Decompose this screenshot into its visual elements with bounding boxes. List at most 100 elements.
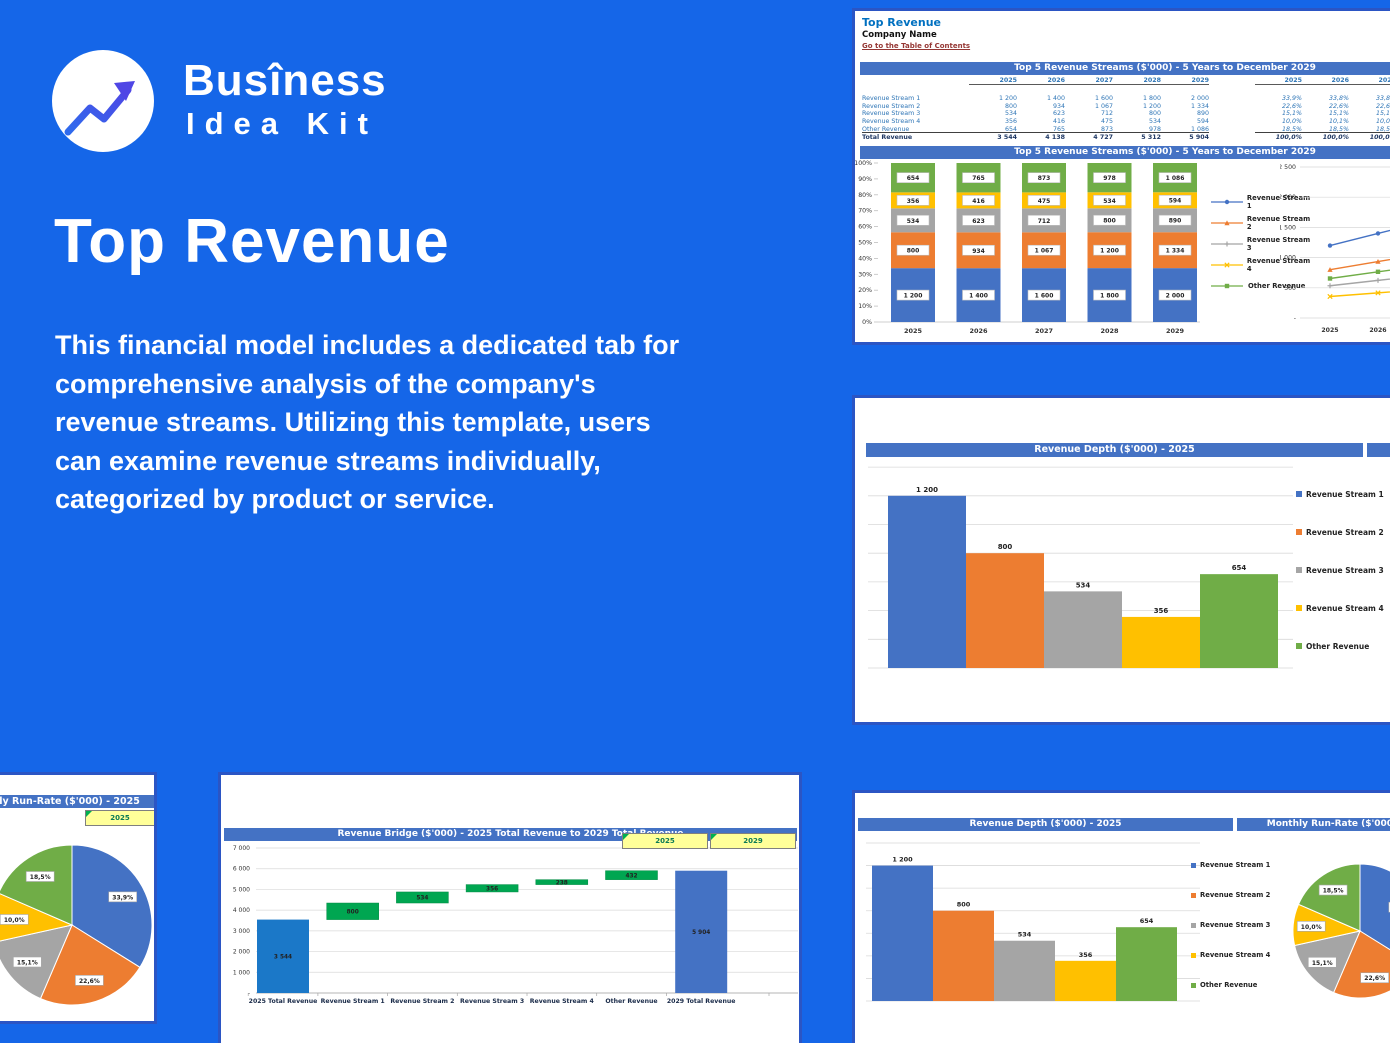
- svg-text:534: 534: [1103, 198, 1116, 205]
- svg-text:3 544: 3 544: [274, 954, 292, 960]
- svg-text:800: 800: [957, 901, 971, 909]
- svg-text:2029 Total Revenue: 2029 Total Revenue: [667, 998, 736, 1005]
- svg-text:5 904: 5 904: [692, 930, 710, 936]
- svg-text:7 000: 7 000: [233, 845, 250, 852]
- depth-legend-small: Revenue Stream 1 Revenue Stream 2 Revenue …: [1191, 850, 1270, 1000]
- svg-text:1 000: 1 000: [233, 969, 250, 976]
- svg-text:534: 534: [1018, 931, 1032, 939]
- svg-text:534: 534: [907, 218, 920, 225]
- svg-text:2 500: 2 500: [1280, 164, 1296, 171]
- year-filter-dropdown[interactable]: 2025: [85, 810, 154, 826]
- runrate2-title-band: Monthly Run-Rate ($'000) - 2025: [1237, 818, 1390, 831]
- legend-item: Other Revenue: [1210, 275, 1315, 296]
- svg-text:594: 594: [1169, 198, 1182, 205]
- svg-text:1 500: 1 500: [1280, 224, 1296, 231]
- svg-text:6 000: 6 000: [233, 866, 250, 873]
- table-of-contents-link[interactable]: Go to the Table of Contents: [862, 42, 971, 50]
- svg-text:60%: 60%: [858, 224, 872, 231]
- dropdown-value: 2025: [655, 837, 675, 845]
- svg-text:800: 800: [1103, 218, 1116, 225]
- svg-text:934: 934: [972, 248, 985, 255]
- svg-text:-: -: [248, 990, 250, 997]
- svg-text:0%: 0%: [862, 319, 872, 326]
- legend-item: Revenue Stream 2: [1296, 513, 1384, 551]
- table-title-band: Top 5 Revenue Streams ($'000) - 5 Years …: [860, 62, 1390, 75]
- dropdown-flag-icon: [711, 834, 717, 840]
- svg-text:18,5%: 18,5%: [1323, 888, 1344, 895]
- card-revenue-bridge: Revenue Bridge ($'000) - 2025 Total Reve…: [218, 772, 802, 1043]
- svg-text:80%: 80%: [858, 192, 872, 199]
- svg-text:90%: 90%: [858, 176, 872, 183]
- svg-text:4 000: 4 000: [233, 907, 250, 914]
- svg-text:890: 890: [1169, 218, 1182, 225]
- dropdown-value: 2029: [743, 837, 763, 845]
- svg-text:10,0%: 10,0%: [4, 917, 25, 924]
- waterfall-chart: 7 000 6 000 5 000 4 000 3 000 2 000 1 000 - 3 54…: [233, 845, 798, 1005]
- depth2-title-band: Revenue Depth ($'000) - 2025: [858, 818, 1233, 831]
- svg-text:70%: 70%: [858, 208, 872, 215]
- svg-text:475: 475: [1038, 198, 1051, 205]
- svg-text:1 200: 1 200: [904, 293, 923, 300]
- table-row: Revenue Stream 2 800 934 1 067 1 200 1 334 22,…: [862, 102, 1390, 110]
- svg-text:800: 800: [907, 248, 920, 255]
- svg-text:Revenue Stream 1: Revenue Stream 1: [321, 998, 385, 1005]
- svg-text:654: 654: [907, 175, 920, 182]
- dropdown-value: 2025: [110, 814, 130, 822]
- svg-text:800: 800: [347, 910, 359, 916]
- svg-text:Other Revenue: Other Revenue: [605, 998, 657, 1005]
- svg-text:Revenue Stream 4: Revenue Stream 4: [530, 998, 595, 1005]
- svg-text:15,1%: 15,1%: [1312, 960, 1333, 967]
- svg-text:22,6%: 22,6%: [79, 978, 100, 985]
- svg-text:Revenue Stream 2: Revenue Stream 2: [390, 998, 454, 1005]
- legend-item: Revenue Stream 1: [1296, 475, 1384, 513]
- dropdown-flag-icon: [623, 834, 629, 840]
- svg-text:356: 356: [907, 198, 920, 205]
- run-rate-pie-chart: 33,9% 22,6% 15,1% 10,0% 18,5%: [0, 844, 153, 1006]
- excel-sheet-top-revenue: Top Revenue Company Name Go to the Table…: [852, 8, 1390, 345]
- dropdown-flag-icon: [86, 811, 92, 817]
- legend-item: Revenue Stream 4: [1296, 589, 1384, 627]
- svg-text:5 000: 5 000: [233, 886, 250, 893]
- table-row: Revenue Stream 3 534 623 712 800 890 15,1% 15,1…: [862, 110, 1390, 118]
- table-row: Revenue Stream 4 356 416 475 534 594 10,0% 10,1…: [862, 118, 1390, 126]
- svg-text:15,1%: 15,1%: [17, 960, 38, 967]
- svg-text:50%: 50%: [858, 240, 872, 247]
- svg-text:2027: 2027: [1035, 327, 1053, 335]
- chart-legend: Revenue Stream 1 Revenue Stream 2 Revenue …: [1210, 191, 1315, 296]
- svg-text:22,6%: 22,6%: [1364, 975, 1385, 982]
- legend-item: Revenue Stream 1: [1191, 850, 1270, 880]
- svg-text:1 000: 1 000: [1280, 255, 1296, 262]
- bridge-filter-end[interactable]: 2029: [710, 833, 796, 849]
- stacked-bar-chart: 0% 10% 20% 30% 40% 50% 60% 70% 80% 90% 100% 1 200 80…: [855, 160, 1200, 335]
- depth-bar-chart-small: 1 200 800 534 356 654: [866, 842, 1200, 1002]
- table-row: Other Revenue 654 765 873 978 1 086 18,5% 18,5%…: [862, 125, 1390, 133]
- svg-text:1 200: 1 200: [1100, 248, 1119, 255]
- legend-item: Revenue Stream 1: [1210, 191, 1315, 212]
- svg-text:2 000: 2 000: [1280, 194, 1296, 201]
- legend-item: Revenue Stream 2: [1191, 880, 1270, 910]
- svg-text:654: 654: [1232, 564, 1247, 572]
- svg-text:1 400: 1 400: [969, 293, 988, 300]
- svg-text:100%: 100%: [855, 160, 872, 167]
- svg-text:534: 534: [1076, 581, 1091, 589]
- trend-arrow-icon: [64, 81, 135, 136]
- svg-text:1 200: 1 200: [892, 856, 913, 864]
- bridge-filter-start[interactable]: 2025: [622, 833, 708, 849]
- svg-text:2026: 2026: [969, 327, 988, 335]
- table-header-row: 2025202620272028202920252026202720282029: [862, 77, 1390, 85]
- svg-text:2025 Total Revenue: 2025 Total Revenue: [249, 998, 318, 1005]
- svg-text:2 000: 2 000: [1166, 293, 1185, 300]
- depth-legend: Revenue Stream 1 Revenue Stream 2 Revenue …: [1296, 475, 1384, 665]
- svg-text:432: 432: [625, 873, 637, 879]
- svg-text:1 800: 1 800: [1100, 293, 1119, 300]
- legend-item: Revenue Stream 4: [1191, 940, 1270, 970]
- card-monthly-run-rate: Monthly Run-Rate ($'000) - 2025 2025 33,…: [0, 772, 157, 1024]
- table-row: Total Revenue 3 544 4 138 4 727 5 312 5 904 10…: [862, 132, 1390, 141]
- brand-name-line2: Idea Kit: [186, 106, 378, 141]
- svg-text:712: 712: [1038, 218, 1051, 225]
- svg-text:356: 356: [486, 886, 498, 892]
- svg-text:765: 765: [972, 175, 985, 182]
- svg-text:33,9%: 33,9%: [112, 894, 133, 901]
- svg-text:2 000: 2 000: [233, 949, 250, 956]
